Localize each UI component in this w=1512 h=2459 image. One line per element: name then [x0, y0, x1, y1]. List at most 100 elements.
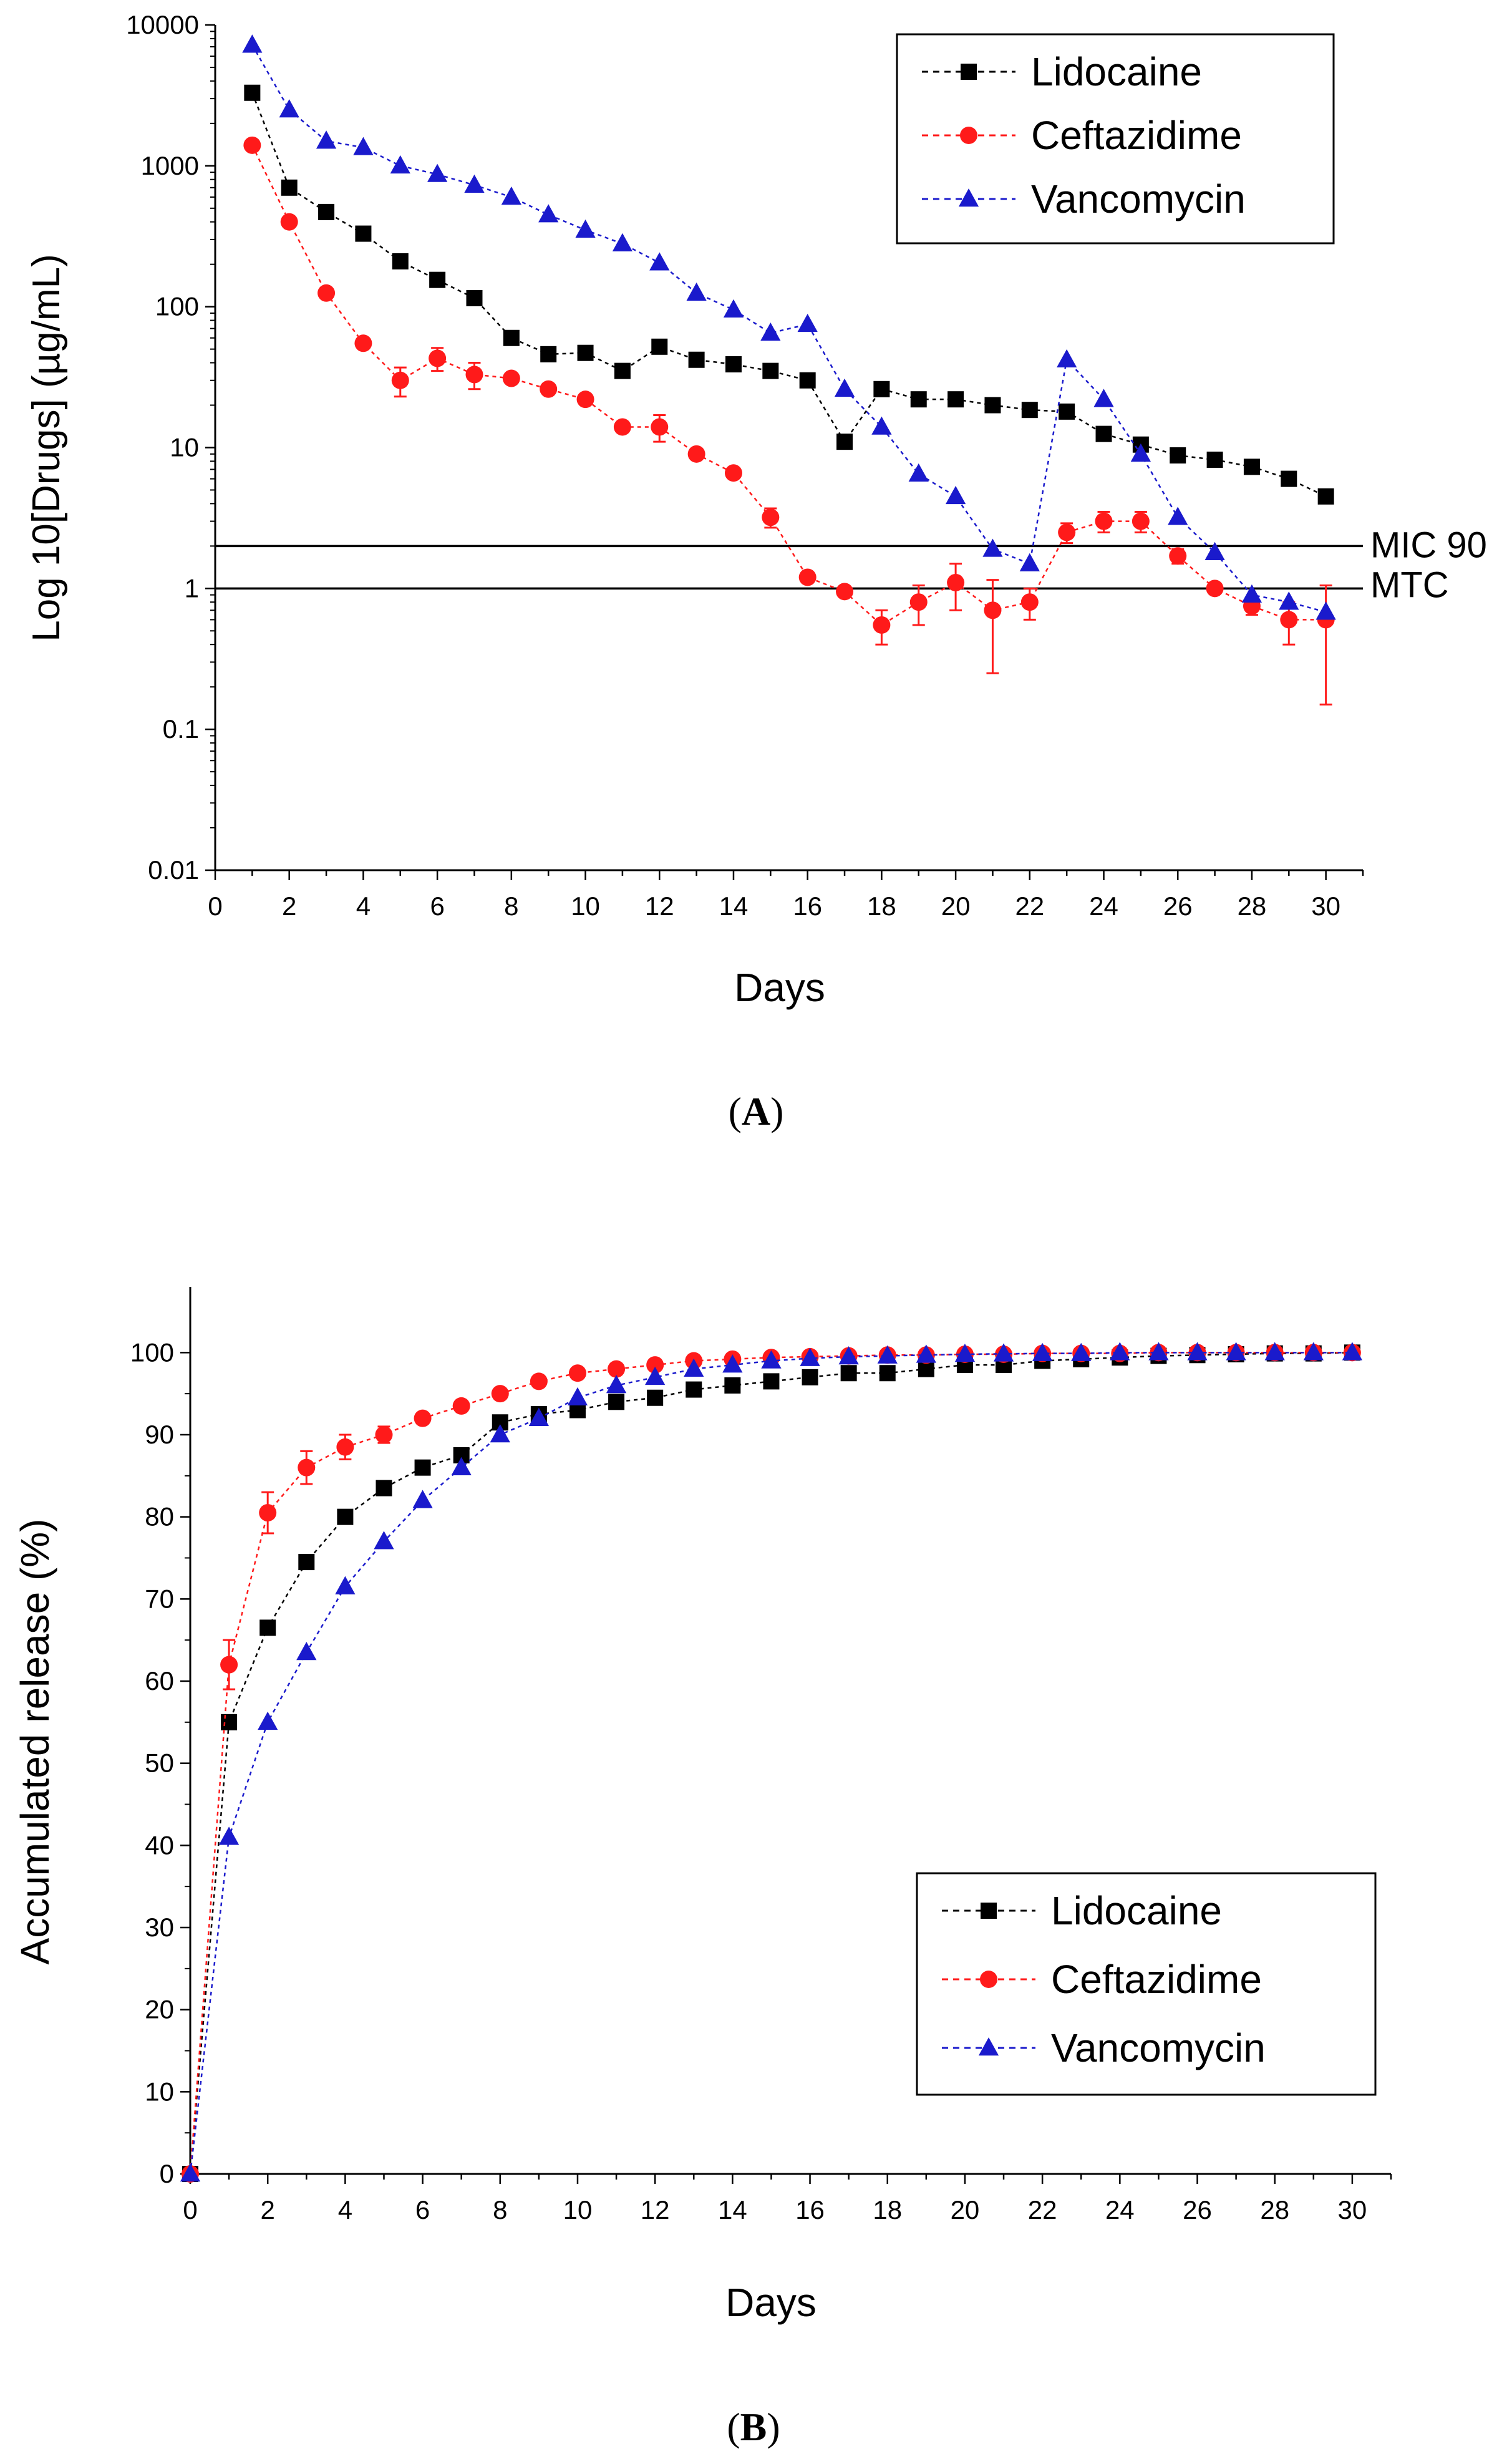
data-point	[429, 349, 447, 367]
data-point	[993, 1343, 1014, 1362]
x-tick-label: 24	[1089, 891, 1118, 921]
data-point	[762, 362, 779, 379]
legend-marker	[958, 188, 979, 207]
data-point	[834, 378, 855, 397]
data-point	[761, 1350, 782, 1369]
data-point	[1342, 1342, 1363, 1360]
data-point	[242, 34, 263, 53]
x-tick-label: 8	[504, 891, 518, 921]
data-point	[502, 369, 520, 387]
data-point	[686, 1381, 702, 1398]
data-point	[613, 418, 631, 436]
data-point	[651, 338, 668, 355]
data-point	[1021, 402, 1038, 419]
y-axis-label-b: Accumulated release (%)	[12, 1519, 57, 1965]
data-point	[909, 593, 928, 611]
legend-label: Vancomycin	[1031, 177, 1246, 221]
data-point	[221, 1714, 238, 1730]
legend-label: Ceftazidime	[1031, 113, 1242, 158]
panel-label-b: (B)	[727, 2405, 780, 2449]
x-tick-label: 2	[261, 2195, 275, 2224]
data-point	[375, 1426, 393, 1443]
x-tick-label: 0	[208, 891, 222, 921]
data-point	[576, 390, 594, 409]
data-point	[1058, 523, 1076, 541]
data-point	[763, 1373, 780, 1390]
y-tick-label: 1000	[141, 151, 199, 180]
data-point	[1020, 593, 1039, 611]
panel-b-chart: 0 2 4 6 8 10 12 14 16 18 20 22 24 26 28 300102030405060…	[12, 1287, 1392, 2449]
data-point	[873, 381, 890, 397]
x-tick-label: 6	[430, 891, 444, 921]
data-point	[947, 391, 964, 408]
data-point	[877, 1345, 898, 1364]
x-tick-label: 16	[793, 891, 822, 921]
data-point	[1280, 611, 1298, 629]
data-point	[1241, 584, 1262, 603]
series-vancomycin	[242, 34, 1336, 620]
data-point	[452, 1397, 470, 1415]
data-point	[1281, 470, 1297, 487]
y-tick-label: 10	[145, 2077, 174, 2106]
data-point	[414, 1409, 432, 1427]
data-point	[836, 583, 854, 601]
data-point	[762, 508, 780, 526]
legend-marker	[978, 2037, 999, 2056]
x-tick-label: 8	[493, 2195, 507, 2224]
y-tick-label: 60	[145, 1666, 174, 1695]
data-point	[947, 573, 965, 591]
data-point	[1187, 1342, 1208, 1360]
data-point	[1071, 1342, 1092, 1361]
data-point	[802, 1369, 818, 1385]
data-point	[1130, 443, 1151, 462]
data-point	[466, 289, 483, 306]
data-point	[1095, 425, 1112, 442]
legend-marker	[960, 127, 977, 144]
x-tick-label: 20	[941, 891, 971, 921]
data-point	[608, 1360, 626, 1378]
data-point	[298, 1458, 316, 1477]
y-tick-label: 20	[145, 1995, 174, 2024]
x-tick-label: 28	[1238, 891, 1267, 921]
data-point	[686, 282, 707, 301]
data-point	[984, 601, 1002, 619]
x-tick-label: 12	[645, 891, 674, 921]
legend-label: Lidocaine	[1031, 49, 1202, 94]
data-point	[538, 204, 559, 223]
x-tick-label: 26	[1183, 2195, 1212, 2224]
x-tick-label: 10	[571, 891, 600, 921]
y-tick-label: 90	[145, 1420, 174, 1449]
data-point	[412, 1490, 433, 1508]
data-point	[908, 463, 929, 482]
data-point	[614, 362, 631, 379]
data-point	[491, 1385, 509, 1403]
data-point	[724, 464, 742, 482]
y-tick-label: 50	[145, 1748, 174, 1778]
data-point	[259, 1504, 277, 1522]
data-point	[528, 1407, 549, 1426]
y-tick-label: 10	[170, 433, 199, 462]
data-point	[651, 418, 669, 436]
x-tick-label: 16	[795, 2195, 825, 2224]
data-point	[1032, 1342, 1053, 1361]
panel-a-chart: 0 2 4 6 8 10 12 14 16 18 20 22 24 26 28 300.010.1110100…	[25, 10, 1487, 1133]
data-point	[392, 253, 409, 269]
y-tick-label: 0.01	[148, 855, 199, 885]
data-point	[390, 155, 410, 174]
data-point	[244, 84, 261, 101]
data-point	[982, 538, 1003, 557]
data-point	[540, 346, 557, 362]
data-point	[836, 434, 853, 450]
data-point	[649, 252, 670, 271]
data-point	[567, 1387, 588, 1406]
data-point	[1169, 547, 1187, 565]
y-tick-label: 0	[160, 2159, 174, 2188]
data-point	[645, 1366, 666, 1385]
data-point	[218, 1826, 240, 1845]
data-point	[577, 344, 594, 361]
series-line	[251, 44, 1326, 613]
data-point	[954, 1344, 976, 1362]
data-point	[647, 1389, 664, 1406]
data-point	[879, 1365, 896, 1382]
